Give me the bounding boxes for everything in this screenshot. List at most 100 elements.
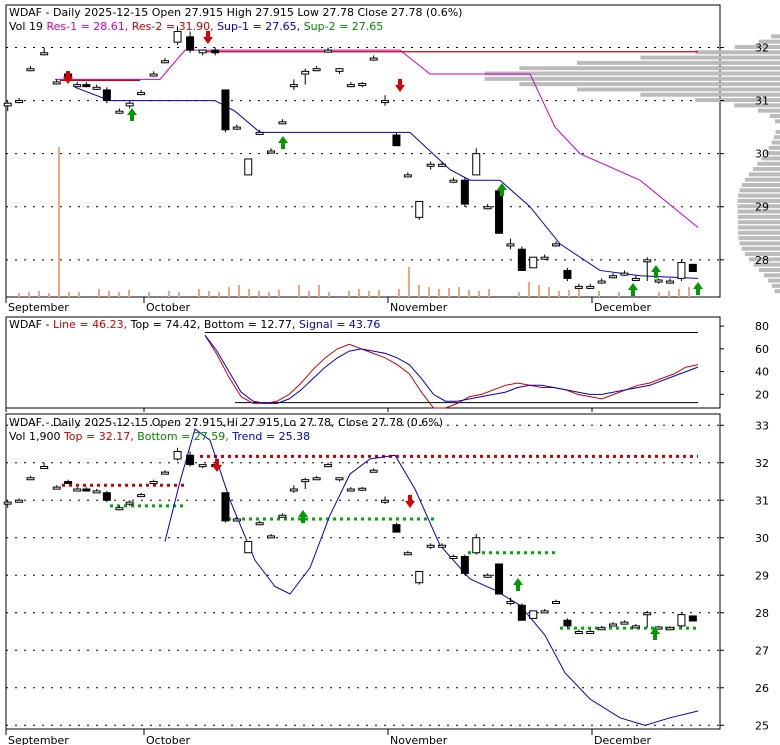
price-candle-body (73, 84, 82, 88)
trend-legend-line1: WDAF - Daily 2025-12-15 Open 27.915,Hi 2… (9, 416, 443, 429)
volume-bar (168, 291, 170, 297)
volume-bar (58, 147, 60, 297)
volume-profile-bar (484, 71, 780, 76)
price-candle-body (472, 153, 481, 176)
buy-arrow-icon (651, 265, 661, 278)
sell-arrow-icon (203, 31, 213, 44)
trend-tick-label: 26 (755, 682, 769, 695)
price-candle-body (3, 102, 12, 107)
price-candle-body (301, 70, 310, 75)
volume-profile-bar (734, 103, 780, 108)
price-candle-body (358, 83, 367, 87)
trend-candle-body (369, 469, 378, 473)
volume-bar (298, 285, 300, 297)
month-label: October (146, 734, 190, 745)
trend-tick-label: 29 (755, 569, 769, 582)
volume-bar (468, 290, 470, 297)
price-candle-body (666, 280, 675, 284)
res1-line (55, 49, 699, 228)
sell-arrow-icon (212, 459, 222, 472)
stoch-line-series (204, 334, 699, 409)
volume-bar (558, 291, 560, 297)
trend-candle-body (278, 514, 287, 518)
trend-candle-body (312, 477, 321, 481)
price-candle-body (312, 68, 321, 72)
volume-profile-bar (695, 50, 780, 55)
volume-profile-bar (769, 113, 780, 118)
price-candle-body (438, 163, 447, 167)
volume-profile-bar (771, 283, 780, 288)
volume-bar (448, 288, 450, 297)
price-candle-body (324, 49, 333, 53)
price-candle-body (426, 163, 435, 167)
price-candle-body (335, 68, 344, 72)
legend-part: Line = 46.23, (53, 318, 131, 331)
month-label: December (594, 734, 652, 745)
trend-candle-body (232, 518, 241, 522)
price-candle-body (597, 280, 606, 284)
trend-candle-body (15, 499, 24, 503)
volume-profile-bar (737, 214, 780, 219)
volume-bar (68, 292, 70, 297)
volume-profile (484, 34, 780, 294)
price-tick-label: 29 (755, 201, 769, 214)
volume-profile-bar (734, 44, 780, 49)
volume-profile-bar (737, 198, 780, 203)
volume-profile-bar (737, 220, 780, 225)
volume-bar (358, 289, 360, 297)
month-label: December (594, 301, 652, 314)
trend-candle-body (301, 479, 310, 483)
price-candle-body (688, 263, 697, 273)
volume-profile-bar (744, 177, 780, 182)
price-candle-body (677, 261, 686, 279)
price-candle-body (289, 84, 298, 88)
trend-candle-body (40, 466, 49, 469)
trend-tick-label: 30 (755, 532, 769, 545)
volume-profile-bar (758, 267, 780, 272)
price-candle-body (82, 84, 91, 88)
volume-profile-bar (484, 76, 780, 81)
trend-candle-body (125, 501, 134, 505)
legend-part: Signal = 43.76 (299, 318, 381, 331)
price-panel (5, 4, 721, 298)
buy-arrow-icon (278, 136, 288, 149)
volume-profile-bar (738, 236, 780, 241)
trend-tick-label: 31 (755, 494, 769, 507)
stoch-tick-label: 80 (755, 320, 769, 333)
volume-bar (178, 292, 180, 297)
volume-profile-bar (695, 98, 780, 103)
price-candle-body (552, 243, 561, 247)
trend-candle-body (26, 477, 35, 481)
volume-profile-bar (768, 145, 780, 150)
trend-candle-body (149, 481, 158, 484)
volume-bar (618, 292, 620, 297)
trend-candle-body (677, 614, 686, 627)
trend-candle-body (609, 623, 618, 627)
volume-profile-bar (768, 278, 780, 283)
price-candle-body (346, 84, 355, 88)
volume-bar (418, 285, 420, 297)
volume-bar (248, 289, 250, 297)
volume-bar (208, 291, 210, 297)
sell-arrow-icon (395, 79, 405, 92)
trend-candle-body (415, 571, 424, 584)
month-labels: September September October October November… (5, 297, 652, 745)
volume-profile-bar (737, 209, 780, 214)
trend-candle-body (244, 541, 253, 554)
price-candle-body (620, 272, 629, 276)
price-candle-body (495, 190, 504, 234)
legend-part: Bottom = 27.59, (137, 430, 232, 443)
volume-profile-bar (748, 172, 780, 177)
price-tick-label: 32 (755, 41, 769, 54)
volume-profile-bar (765, 151, 780, 156)
buy-arrow-icon (628, 283, 638, 296)
volume-bar (488, 289, 490, 297)
price-candle-body (221, 89, 230, 131)
volume-profile-bar (739, 241, 780, 246)
volume-bar (398, 289, 400, 297)
trend-candle-body (186, 454, 195, 466)
trend-candle-body (52, 486, 61, 490)
trend-candle-body (597, 627, 606, 631)
price-candle-body (15, 100, 24, 104)
volume-profile-bar (761, 156, 780, 161)
